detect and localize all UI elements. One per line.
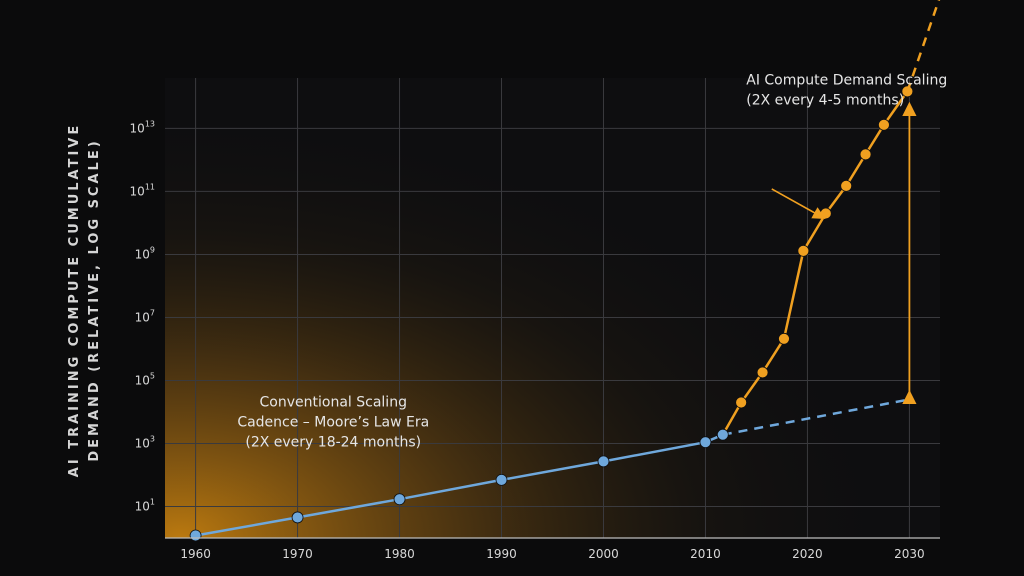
annotation-text: (2X every 18-24 months) [245,434,421,450]
annotation-text: Conventional Scaling [260,394,407,410]
y-tick-label: 107 [135,308,155,324]
y-tick-label: 1013 [130,119,155,135]
x-tick-label: 2000 [588,547,619,561]
data-point [597,455,610,468]
y-axis-label: AI TRAINING COMPUTE CUMULATIVE DEMAND (RE… [67,123,102,477]
data-point [495,473,508,486]
data-point [797,244,810,257]
data-point [878,118,890,131]
y-tick-label: 1011 [130,182,155,198]
y-axis-label-line: DEMAND (RELATIVE, LOG SCALE) [87,138,102,461]
data-point [778,332,790,345]
data-point [716,428,729,441]
data-point [393,493,406,506]
annotations: Conventional Scaling Cadence – Moore’s La… [237,72,947,450]
data-point [840,179,853,192]
x-tick-label: 2030 [894,547,925,561]
y-tick-label: 109 [135,245,155,261]
y-tick-label: 105 [135,371,155,387]
data-point [699,436,712,449]
data-point [189,529,202,542]
plot-glow [165,78,940,538]
annotation-text: (2X every 4-5 months) [746,92,904,108]
x-tick-label: 1990 [486,547,517,561]
data-point [735,396,748,409]
data-series [189,0,941,542]
axis-ticks: 1960 1970 1980 1990 2000 2010 2020 2030 101 103 10… [130,119,940,561]
series-line-3 [906,0,941,92]
x-tick-label: 1960 [180,547,211,561]
data-point [756,366,769,379]
y-tick-label: 101 [135,497,155,513]
data-point [291,511,304,524]
annotation-text: AI Compute Demand Scaling [746,72,947,88]
x-tick-label: 2020 [792,547,823,561]
annotation-arrow [771,188,826,219]
y-tick-label: 103 [135,434,155,450]
series-line-2 [721,90,909,436]
x-tick-label: 1970 [282,547,313,561]
y-axis-label-line: AI TRAINING COMPUTE CUMULATIVE [67,123,82,477]
annotation-text: Cadence – Moore’s Law Era [237,414,429,430]
x-tick-label: 1980 [384,547,415,561]
data-point [859,148,872,161]
x-tick-label: 2010 [690,547,721,561]
